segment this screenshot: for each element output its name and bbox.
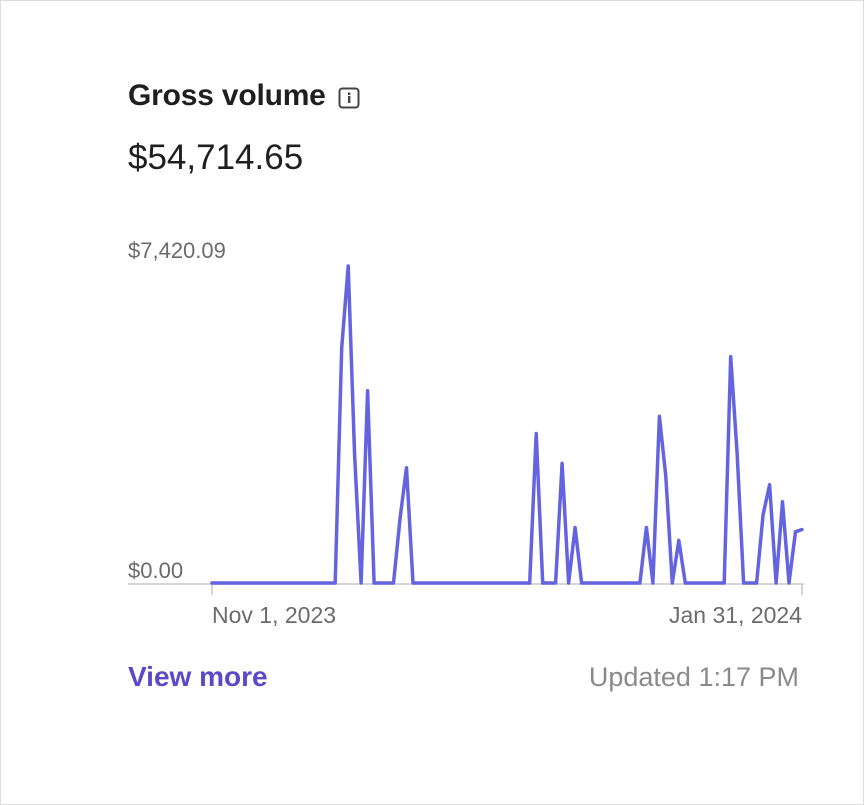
y-tick-label-max: $7,420.09 (128, 238, 226, 263)
title-row: Gross volume (128, 79, 360, 113)
gross-volume-total: $54,714.65 (128, 138, 304, 177)
x-tick-label-end: Jan 31, 2024 (669, 602, 802, 628)
series-line-0 (210, 264, 804, 585)
card-title: Gross volume (128, 79, 326, 112)
view-more-link[interactable]: View more (128, 661, 268, 692)
x-tick-label-start: Nov 1, 2023 (212, 602, 336, 628)
y-tick-label-min: $0.00 (128, 558, 183, 583)
updated-timestamp: Updated 1:17 PM (588, 662, 799, 692)
gross-volume-chart: $7,420.09 $0.00 Nov 1, 2023 Jan 31, 2024 (128, 238, 804, 628)
info-icon[interactable] (338, 87, 360, 109)
